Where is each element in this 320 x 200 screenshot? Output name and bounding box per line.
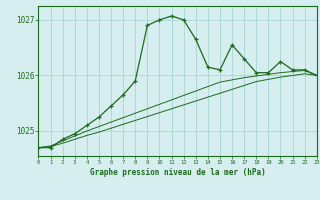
X-axis label: Graphe pression niveau de la mer (hPa): Graphe pression niveau de la mer (hPa)	[90, 168, 266, 177]
